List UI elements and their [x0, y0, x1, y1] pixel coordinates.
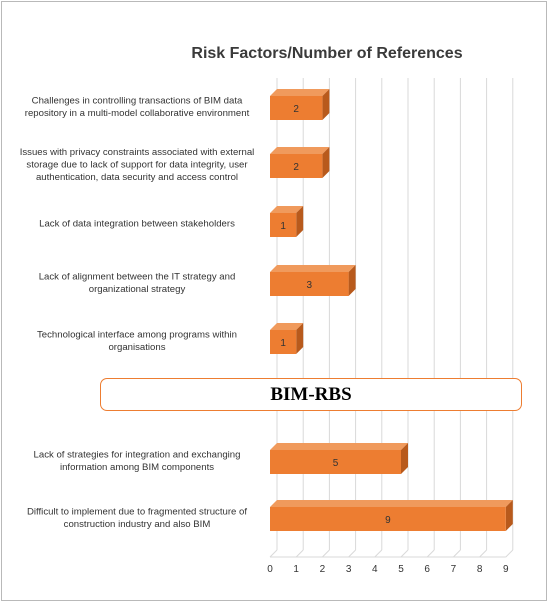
section-box: BIM-RBS — [100, 378, 522, 411]
gridline-foot — [348, 549, 356, 558]
gridline-foot — [322, 549, 330, 558]
x-tick-label: 9 — [503, 564, 509, 575]
bar-top-face — [270, 443, 408, 450]
bar-value-label: 3 — [307, 280, 313, 291]
category-label: Issues with privacy constraints associat… — [20, 147, 255, 183]
bar — [270, 213, 297, 237]
category-label-line: Lack of data integration between stakeho… — [39, 219, 235, 230]
bar-top-face — [270, 500, 513, 507]
bar-top-face — [270, 89, 330, 96]
category-labels: Challenges in controlling transactions o… — [20, 95, 255, 530]
bar-value-label: 1 — [280, 221, 286, 232]
x-tick-label: 1 — [293, 564, 299, 575]
bar — [270, 507, 506, 531]
category-label-line: organisations — [108, 342, 165, 353]
bar-top-face — [270, 147, 330, 154]
gridline-foot — [505, 549, 514, 558]
category-label: Lack of strategies for integration and e… — [34, 449, 241, 473]
bar-value-label: 2 — [293, 162, 299, 173]
x-tick-label: 6 — [424, 564, 430, 575]
x-tick-label: 3 — [346, 564, 352, 575]
bars: 2 2 1 3 1 5 9 — [270, 89, 513, 531]
bar — [270, 154, 323, 178]
x-tick-label: 4 — [372, 564, 378, 575]
x-tick-label: 7 — [451, 564, 457, 575]
gridline-foot — [269, 549, 278, 558]
bar-value-label: 2 — [293, 104, 299, 115]
gridline-foot — [374, 549, 383, 558]
bar-top-face — [270, 206, 304, 213]
category-label-line: authentication, data security and access… — [36, 172, 238, 183]
bar — [270, 450, 401, 474]
category-label-line: storage due to lack of support for data … — [26, 160, 248, 171]
x-tick-label: 5 — [398, 564, 404, 575]
bar-side-face — [322, 147, 330, 178]
category-label-line: repository in a multi-model collaborativ… — [25, 108, 250, 119]
x-tick-label: 2 — [320, 564, 326, 575]
chart-title: Risk Factors/Number of References — [191, 45, 462, 62]
category-label-line: Lack of alignment between the IT strateg… — [39, 271, 236, 282]
bar-side-face — [296, 323, 304, 354]
category-label-line: Challenges in controlling transactions o… — [32, 95, 243, 106]
bar — [270, 96, 323, 120]
category-label: Difficult to implement due to fragmented… — [27, 506, 247, 530]
bar — [270, 330, 297, 354]
gridline-foot — [479, 549, 487, 558]
category-label-line: Technological interface among programs w… — [37, 329, 237, 340]
bar-value-label: 1 — [280, 338, 286, 349]
category-label: Lack of alignment between the IT strateg… — [39, 271, 236, 295]
gridline-foot — [426, 549, 435, 558]
x-axis-ticks: 0 1 2 3 4 5 6 7 8 9 — [267, 564, 509, 575]
bar-side-face — [322, 89, 330, 120]
gridline-foot — [400, 549, 409, 558]
gridline-foot — [295, 549, 304, 558]
section-label: BIM-RBS — [270, 383, 352, 405]
gridline-foot — [453, 549, 461, 558]
bar-value-label: 9 — [385, 515, 391, 526]
category-label-line: Difficult to implement due to fragmented… — [27, 506, 247, 517]
bar-side-face — [296, 206, 304, 237]
bar-side-face — [401, 443, 408, 474]
category-label: Lack of data integration between stakeho… — [39, 219, 235, 230]
bar — [270, 272, 349, 296]
category-label-line: organizational strategy — [89, 284, 186, 295]
x-tick-label: 0 — [267, 564, 273, 575]
bar-top-face — [270, 323, 304, 330]
bar-side-face — [348, 265, 356, 296]
category-label-line: information among BIM components — [60, 462, 214, 473]
bar-top-face — [270, 265, 356, 272]
category-label-line: construction industry and also BIM — [64, 519, 211, 530]
category-label-line: Lack of strategies for integration and e… — [34, 449, 241, 460]
bar-side-face — [505, 500, 513, 531]
x-tick-label: 8 — [477, 564, 483, 575]
bar-value-label: 5 — [333, 458, 339, 469]
category-label-line: Issues with privacy constraints associat… — [20, 147, 255, 158]
category-label: Technological interface among programs w… — [37, 329, 237, 353]
category-label: Challenges in controlling transactions o… — [25, 95, 250, 119]
